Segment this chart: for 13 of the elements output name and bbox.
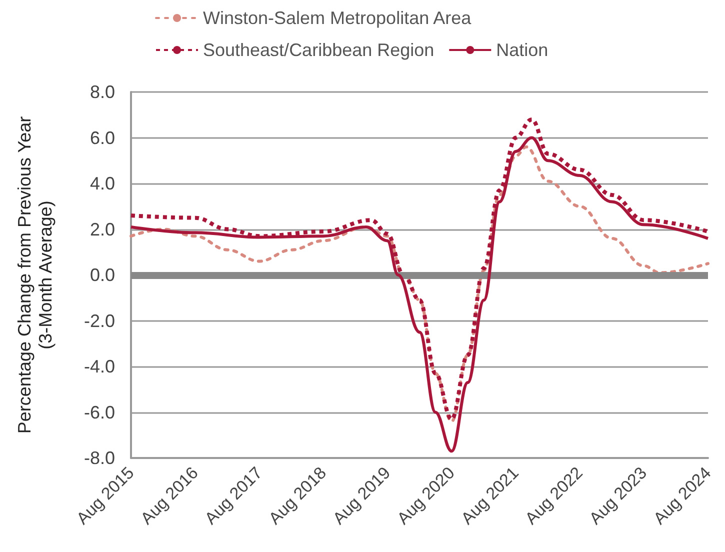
y-axis-title: Percentage Change from Previous Year (3-Month Average) — [14, 116, 56, 434]
y-tick-label: -4.0 — [84, 356, 115, 376]
y-tick-label: 8.0 — [90, 82, 115, 102]
y-tick-label: 6.0 — [90, 128, 115, 148]
y-tick-label: -2.0 — [84, 310, 115, 331]
legend-label: Nation — [496, 40, 548, 60]
y-tick-label: 4.0 — [90, 174, 115, 194]
y-tick-label: 2.0 — [90, 219, 115, 240]
y-tick-label: 0.0 — [90, 265, 115, 285]
legend-label: Southeast/Caribbean Region — [203, 40, 434, 60]
y-tick-label: -8.0 — [84, 448, 115, 468]
legend-label: Winston-Salem Metropolitan Area — [203, 8, 472, 28]
y-tick-label: -6.0 — [84, 402, 115, 422]
